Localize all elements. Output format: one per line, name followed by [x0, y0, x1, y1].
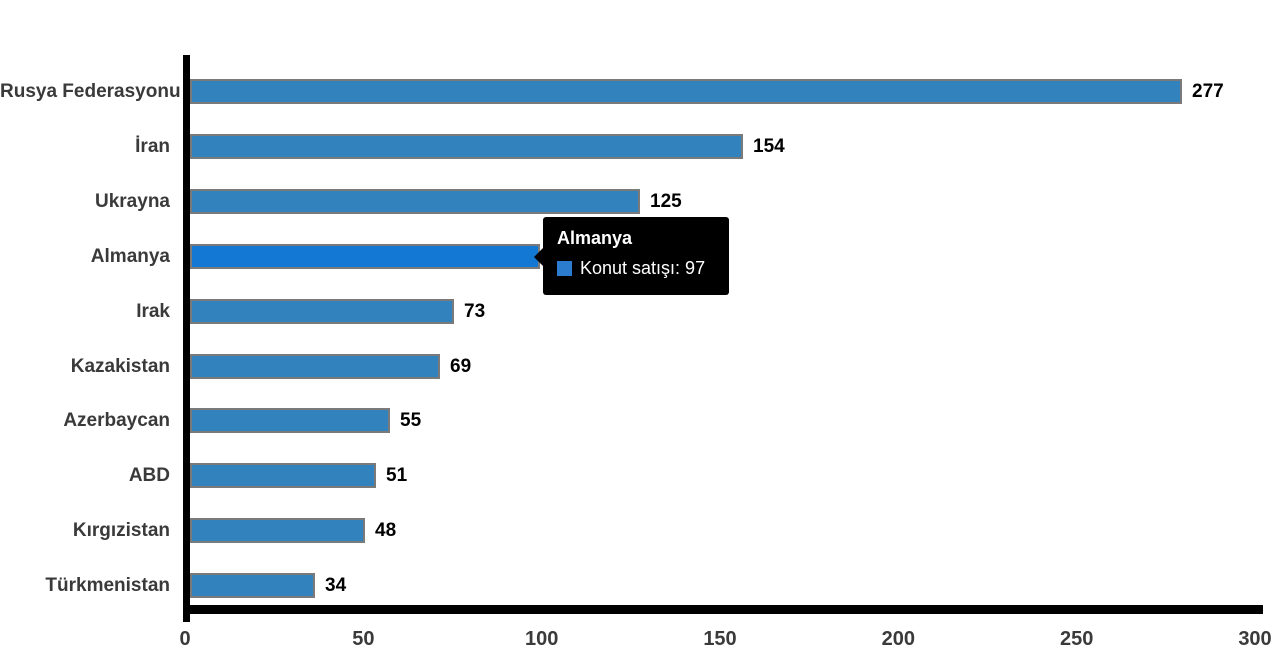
tooltip: Almanya Konut satışı: 97: [534, 217, 729, 295]
value-label: 154: [753, 136, 785, 157]
x-axis-line: [183, 605, 1263, 614]
value-label: 125: [650, 191, 682, 212]
category-label: Ukrayna: [95, 191, 170, 212]
bar[interactable]: [190, 79, 1182, 104]
x-tick-label: 100: [524, 628, 559, 650]
tooltip-title: Almanya: [557, 228, 633, 248]
category-label: Kırgızistan: [72, 520, 170, 541]
value-label: 48: [375, 520, 397, 541]
value-label: 34: [325, 575, 347, 596]
bar[interactable]: [190, 573, 315, 598]
bar[interactable]: [190, 518, 365, 543]
category-label: Azerbaycan: [63, 410, 170, 431]
x-tick-label: 300: [1238, 628, 1272, 650]
bar[interactable]: [190, 299, 454, 324]
series-swatch-icon: [557, 261, 572, 276]
category-label: ABD: [128, 465, 170, 486]
x-tick-label: 200: [881, 628, 916, 650]
x-tick-label: 150: [703, 628, 737, 650]
category-label: Irak: [136, 301, 170, 322]
x-tick-label: 0: [179, 628, 191, 650]
value-label: 277: [1192, 81, 1224, 102]
category-label: Türkmenistan: [45, 575, 170, 596]
bar[interactable]: [190, 354, 440, 379]
value-label: 73: [464, 301, 486, 322]
category-label: Rusya Federasyonu: [0, 81, 181, 102]
bar[interactable]: [190, 463, 376, 488]
category-label: Almanya: [90, 246, 170, 267]
x-tick-label: 250: [1059, 628, 1094, 650]
bar[interactable]: [190, 408, 390, 433]
value-label: 69: [450, 356, 472, 377]
value-label: 55: [400, 410, 422, 431]
y-axis-line: [183, 55, 190, 622]
category-label: Kazakistan: [70, 356, 170, 377]
tooltip-arrow-icon: [534, 247, 544, 267]
value-label: 51: [386, 465, 408, 486]
x-tick-label: 50: [352, 628, 375, 650]
bar[interactable]: [190, 189, 640, 214]
category-label: İran: [135, 136, 170, 157]
bar[interactable]: [190, 134, 743, 159]
bar[interactable]: [190, 244, 540, 269]
tooltip-text: Konut satışı: 97: [580, 258, 706, 278]
